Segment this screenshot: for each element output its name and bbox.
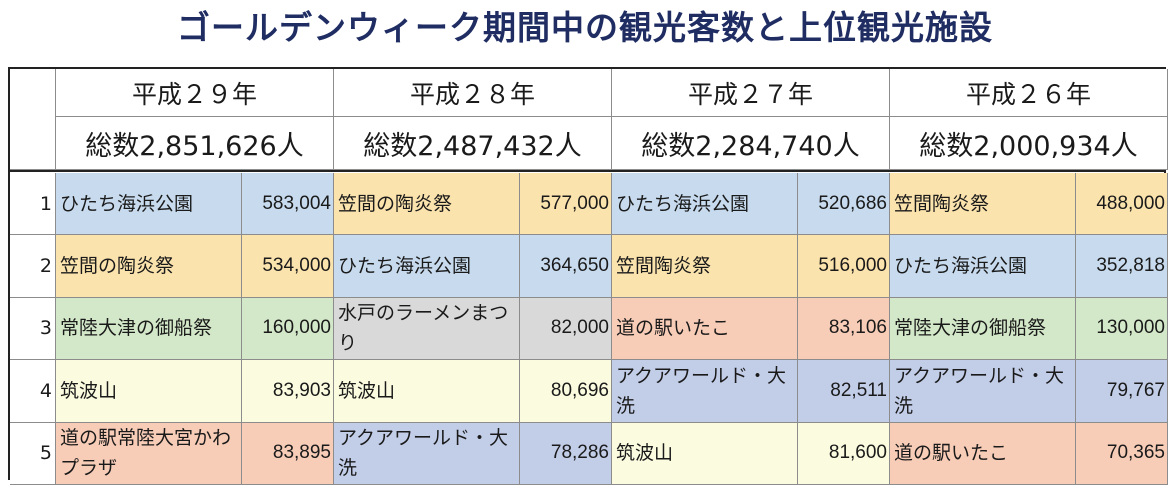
visitor-count: 516,000 bbox=[798, 235, 890, 298]
visitor-count: 577,000 bbox=[520, 173, 612, 236]
facility-name: 道の駅いたこ bbox=[890, 422, 1076, 485]
facility-name: アクアワールド・大洗 bbox=[612, 360, 798, 423]
facility-name: 筑波山 bbox=[56, 360, 242, 423]
visitor-count: 83,106 bbox=[798, 297, 890, 361]
facility-name: 笠間の陶炎祭 bbox=[56, 235, 242, 298]
visitor-count: 82,000 bbox=[520, 297, 612, 361]
visitor-count: 70,365 bbox=[1076, 422, 1168, 485]
ranking-table: 平成２９年 総数2,851,626人 平成２８年 総数2,487,432人 平成２７年総… bbox=[8, 67, 1168, 485]
visitor-count: 488,000 bbox=[1076, 173, 1168, 236]
year-total: 総数2,284,740人 bbox=[612, 117, 890, 170]
facility-name: 道の駅常陸大宮かわプラザ bbox=[56, 422, 242, 485]
header-divider bbox=[10, 170, 1164, 172]
visitor-count: 78,286 bbox=[520, 422, 612, 485]
visitor-count: 82,511 bbox=[798, 360, 890, 423]
visitor-count: 352,818 bbox=[1076, 235, 1168, 298]
facility-name: ひたち海浜公園 bbox=[56, 173, 242, 236]
facility-name: アクアワールド・大洗 bbox=[890, 360, 1076, 423]
visitor-count: 520,686 bbox=[798, 173, 890, 236]
visitor-count: 83,903 bbox=[242, 360, 334, 423]
year-header: 平成２６年 bbox=[890, 69, 1168, 117]
facility-name: 道の駅いたこ bbox=[612, 297, 798, 361]
facility-name: 笠間陶炎祭 bbox=[890, 173, 1076, 236]
facility-name: 筑波山 bbox=[334, 360, 520, 423]
corner-cell bbox=[10, 69, 56, 170]
visitor-count: 534,000 bbox=[242, 235, 334, 298]
facility-name: ひたち海浜公園 bbox=[612, 173, 798, 236]
year-total: 総数2,851,626人 bbox=[56, 117, 334, 170]
facility-name: ひたち海浜公園 bbox=[890, 235, 1076, 298]
facility-name: 筑波山 bbox=[612, 422, 798, 485]
page-title: ゴールデンウィーク期間中の観光客数と上位観光施設 bbox=[177, 8, 993, 47]
visitor-count: 583,004 bbox=[242, 173, 334, 236]
facility-name: アクアワールド・大洗 bbox=[334, 422, 520, 485]
visitor-count: 83,895 bbox=[242, 422, 334, 485]
visitor-count: 364,650 bbox=[520, 235, 612, 298]
rank-number: 3 bbox=[10, 297, 56, 361]
rank-number: 4 bbox=[10, 360, 56, 423]
facility-name: ひたち海浜公園 bbox=[334, 235, 520, 298]
facility-name: 常陸大津の御船祭 bbox=[56, 297, 242, 361]
visitor-count: 79,767 bbox=[1076, 360, 1168, 423]
visitor-count: 80,696 bbox=[520, 360, 612, 423]
year-header: 平成２７年 bbox=[612, 69, 890, 117]
facility-name: 笠間の陶炎祭 bbox=[334, 173, 520, 236]
rank-number: 2 bbox=[10, 235, 56, 298]
year-header: 平成２９年 bbox=[56, 69, 334, 117]
year-header: 平成２８年 bbox=[334, 69, 612, 117]
year-total: 総数2,487,432人 bbox=[334, 117, 612, 170]
visitor-count: 130,000 bbox=[1076, 297, 1168, 361]
visitor-count: 160,000 bbox=[242, 297, 334, 361]
facility-name: 常陸大津の御船祭 bbox=[890, 297, 1076, 361]
rank-number: 1 bbox=[10, 173, 56, 236]
facility-name: 笠間陶炎祭 bbox=[612, 235, 798, 298]
year-total: 総数2,000,934人 bbox=[890, 117, 1168, 170]
visitor-count: 81,600 bbox=[798, 422, 890, 485]
facility-name: 水戸のラーメンまつり bbox=[334, 297, 520, 361]
rank-number: 5 bbox=[10, 422, 56, 485]
